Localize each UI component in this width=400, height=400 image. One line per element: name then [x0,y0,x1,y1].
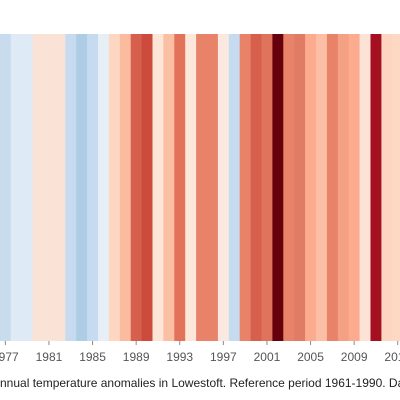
tick-label-1981: 1981 [36,350,63,364]
stripe-1997 [217,34,230,341]
stripe-2008 [337,34,350,341]
stripe-1982 [54,34,66,341]
stripe-2002 [272,34,284,341]
stripe-1995 [196,34,208,341]
stripe-1984 [76,34,88,341]
stripe-2005 [305,34,317,341]
chart-caption: Annual temperature anomalies in Lowestof… [0,376,400,390]
tick-label-1985: 1985 [79,350,106,364]
tick-label-2013: 2013 [384,350,400,364]
stripe-2009 [348,34,360,341]
tick-label-2005: 2005 [297,350,324,364]
tick-label-2009: 2009 [341,350,368,364]
stripe-2011 [370,34,382,341]
tick-label-2001: 2001 [254,350,281,364]
tick-label-1977: 1977 [0,350,19,364]
stripe-1990 [141,34,153,341]
stripe-1989 [130,34,142,341]
stripes-group [0,34,400,341]
stripe-1998 [228,34,241,341]
stripe-1987 [108,34,121,341]
stripe-2004 [294,34,306,341]
stripe-1980 [32,34,44,341]
stripe-1978 [10,34,23,341]
tick-label-1993: 1993 [166,350,193,364]
stripe-2003 [283,34,295,341]
stripe-2012 [381,34,393,341]
stripe-2013 [392,34,400,341]
stripe-1979 [21,34,33,341]
stripe-2006 [316,34,328,341]
x-axis-ticks: 1977 1981 1985 1989 1993 1997 2001 2005 2009 2013 [0,341,400,364]
stripe-1992 [163,34,175,341]
tick-label-1989: 1989 [123,350,150,364]
tick-label-1997: 1997 [210,350,237,364]
stripe-1981 [43,34,55,341]
stripe-1977 [0,34,12,341]
stripe-1999 [239,34,251,341]
stripe-1994 [185,34,197,341]
stripe-1983 [65,34,77,341]
stripe-2007 [326,34,339,341]
stripe-2010 [359,34,371,341]
stripe-1986 [98,34,110,341]
stripe-1996 [207,34,219,341]
stripe-2000 [250,34,262,341]
stripe-1985 [87,34,99,341]
stripe-1991 [152,34,164,341]
stripe-2001 [261,34,273,341]
stripe-1988 [119,34,132,341]
stripe-1993 [174,34,186,341]
